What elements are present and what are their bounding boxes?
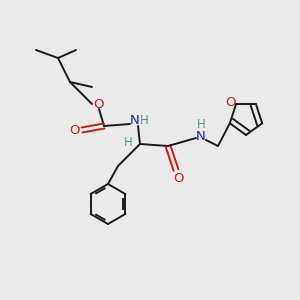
Text: N: N: [196, 130, 206, 142]
Text: N: N: [130, 115, 140, 128]
Text: O: O: [173, 172, 183, 184]
Text: O: O: [94, 98, 104, 110]
Text: O: O: [70, 124, 80, 136]
Text: H: H: [140, 115, 148, 128]
Text: H: H: [124, 136, 132, 148]
Text: H: H: [196, 118, 206, 131]
Text: O: O: [225, 96, 235, 109]
